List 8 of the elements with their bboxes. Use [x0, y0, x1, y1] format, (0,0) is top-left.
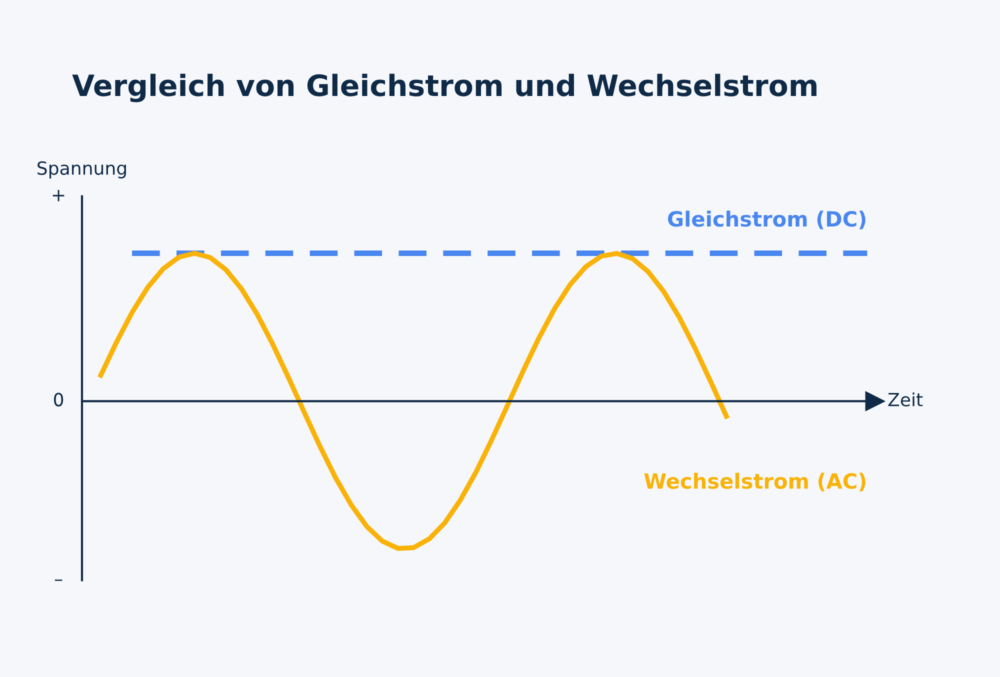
text: + — [52, 190, 64, 202]
text: – — [54, 580, 62, 581]
series-label: Gleichstrom (DC) — [668, 210, 866, 230]
text: Wechselstrom (AC) — [644, 472, 866, 492]
text: 0 — [54, 392, 64, 406]
y-axis-title: Spannung — [38, 161, 126, 178]
x-axis-title: Zeit — [888, 392, 923, 406]
chart-title: Vergleich von Gleichstrom und Wechselstrom — [72, 74, 816, 102]
